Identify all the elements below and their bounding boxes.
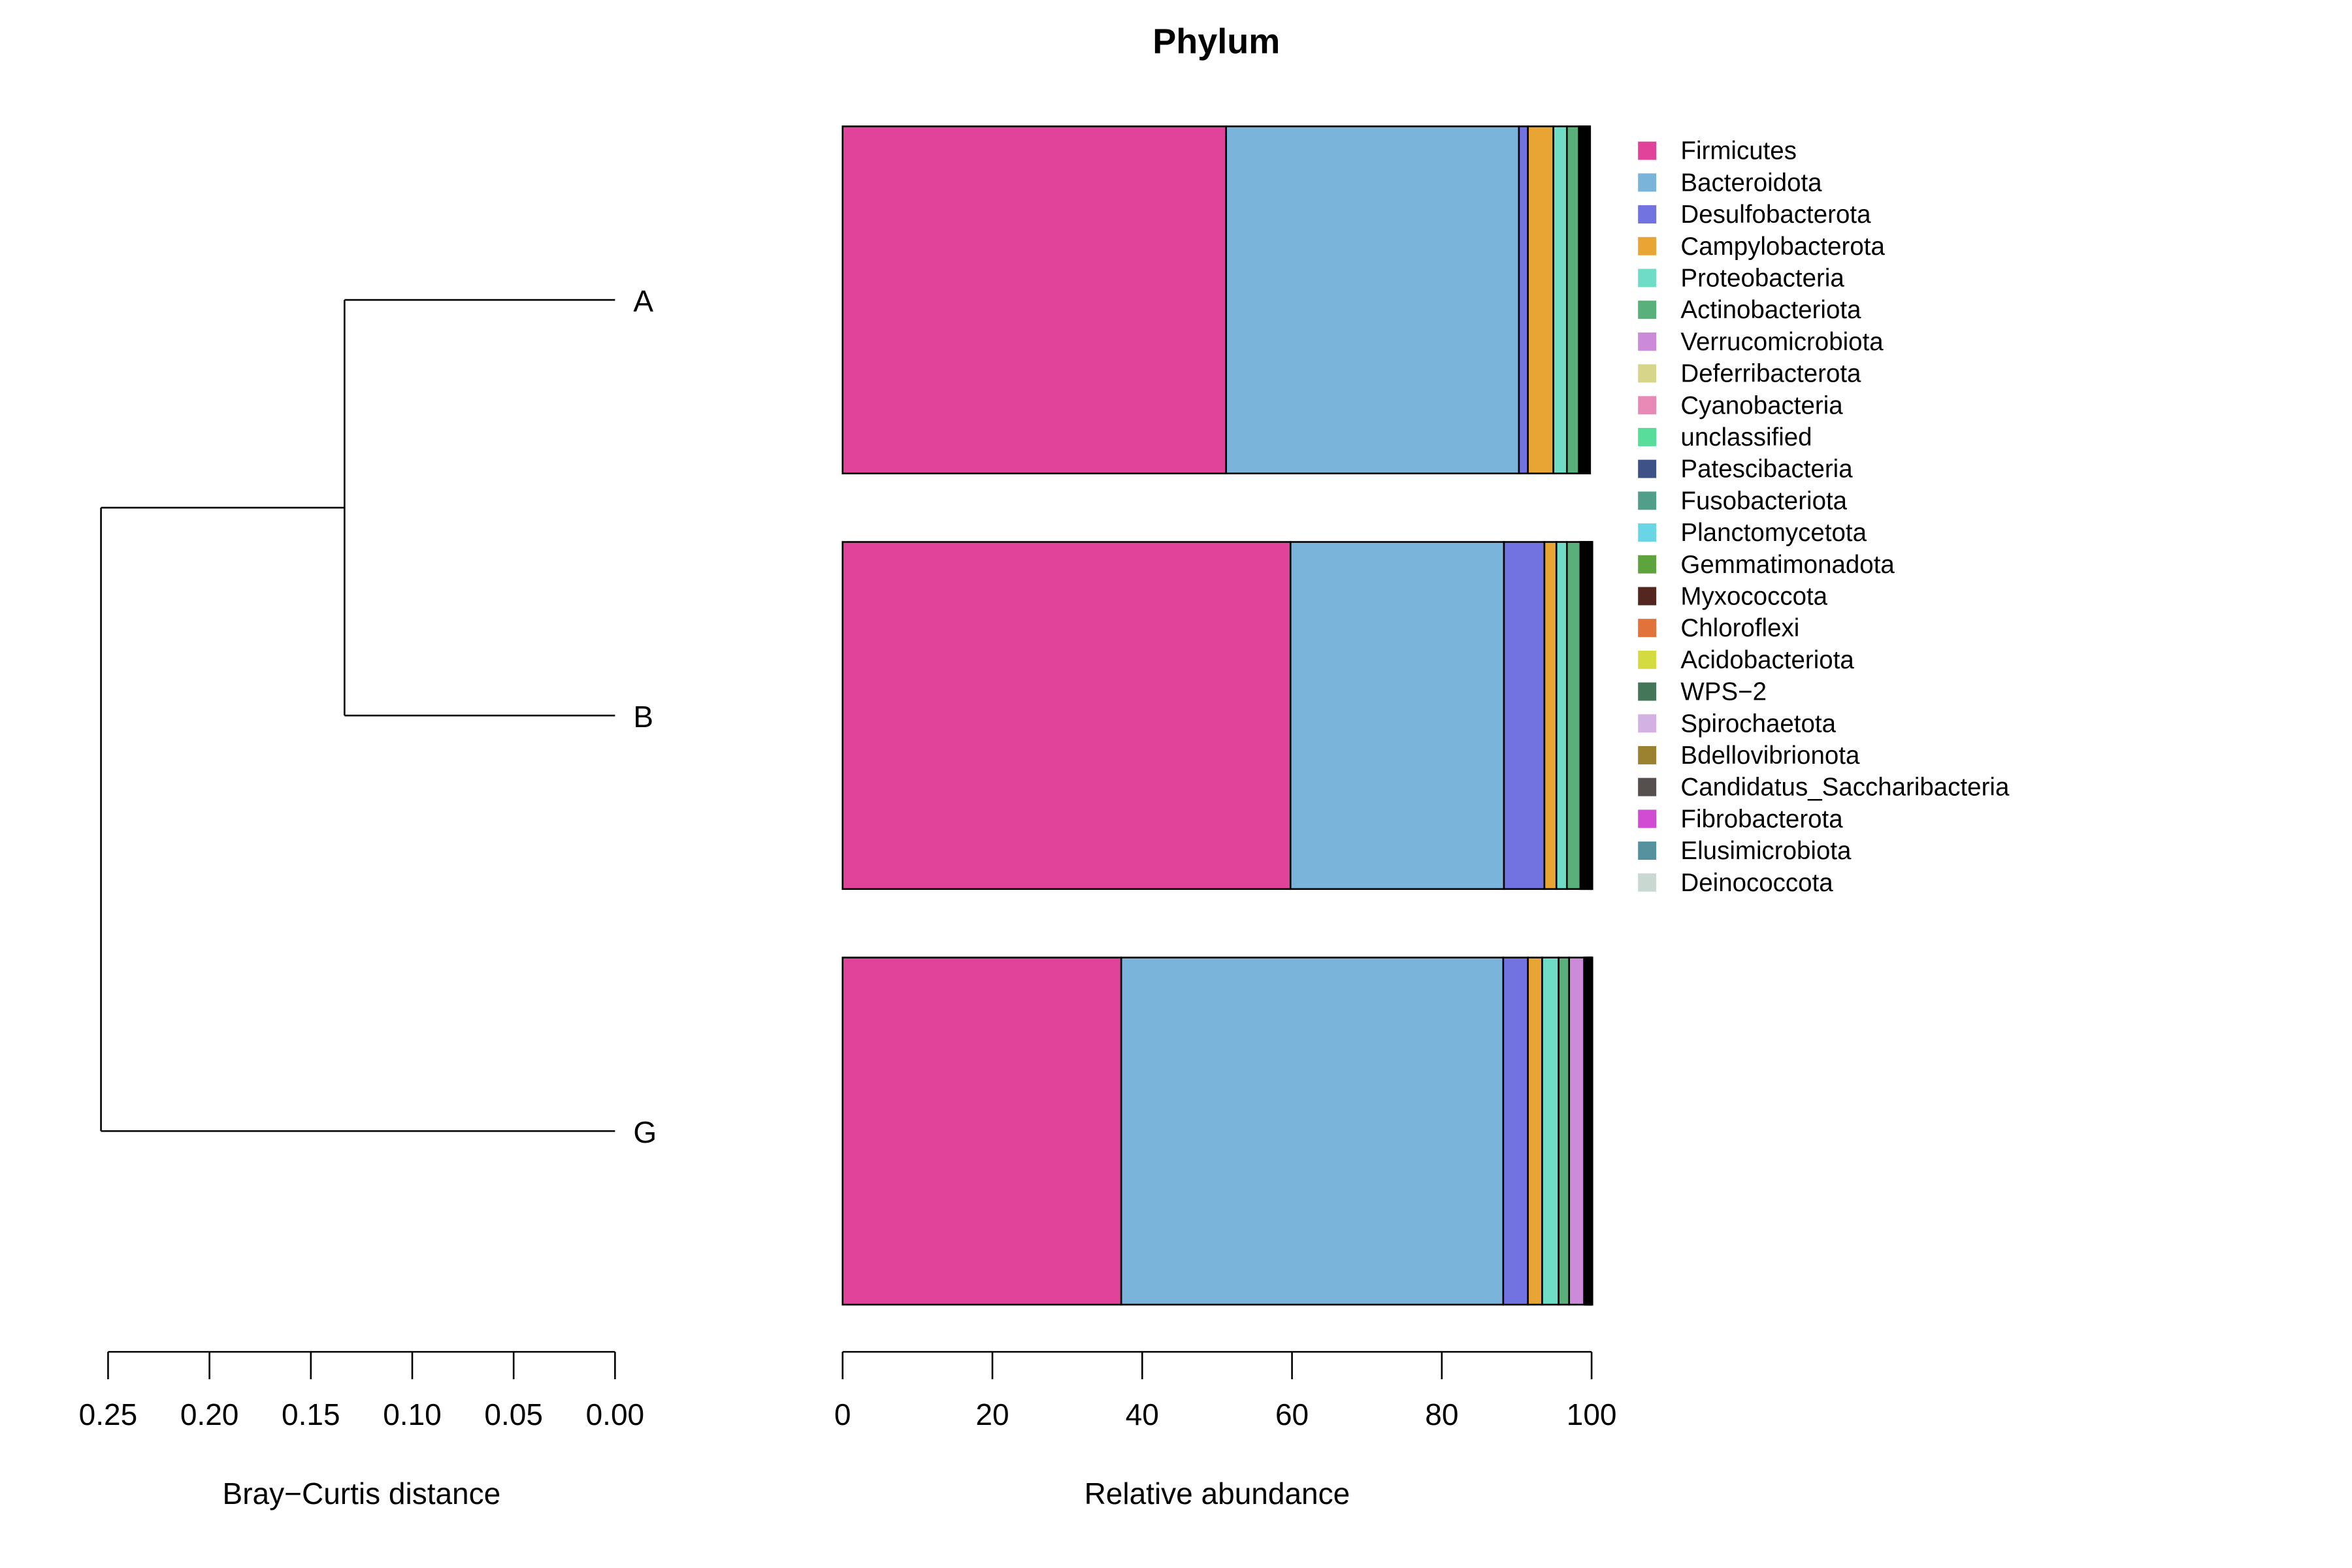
legend-label: Planctomycetota bbox=[1680, 519, 1867, 547]
legend-label: Elusimicrobiota bbox=[1680, 837, 1852, 865]
legend-swatch-desulfobacterota bbox=[1638, 205, 1657, 224]
legend-label: Myxococcota bbox=[1680, 582, 1827, 610]
bar-segment-A-firmicutes bbox=[841, 125, 1227, 474]
x-tick-label: 100 bbox=[1567, 1397, 1617, 1431]
legend-swatch-elusimicrobiota bbox=[1638, 841, 1657, 860]
sample-label-g: G bbox=[633, 1115, 657, 1149]
dendrogram-tick-label: 0.00 bbox=[586, 1397, 645, 1431]
dendrogram-tick-label: 0.10 bbox=[383, 1397, 442, 1431]
x-tick-label: 60 bbox=[1275, 1397, 1309, 1431]
legend-label: Campylobacterota bbox=[1680, 233, 1885, 261]
bar-segment-A-proteobacteria bbox=[1552, 125, 1568, 474]
legend-swatch-candidatus-saccharibacteria bbox=[1638, 777, 1657, 796]
legend-label: Spirochaetota bbox=[1680, 710, 1836, 738]
legend-label: Candidatus_Saccharibacteria bbox=[1680, 774, 2010, 802]
legend-label: Deinococcota bbox=[1680, 869, 1833, 897]
x-tick-label: 0 bbox=[834, 1397, 851, 1431]
legend-swatch-chloroflexi bbox=[1638, 619, 1657, 638]
bar-segment-G-verrucomicrobiota bbox=[1568, 956, 1585, 1306]
bar-segment-B-firmicutes bbox=[841, 541, 1292, 890]
chart-title: Phylum bbox=[1152, 22, 1280, 61]
legend-swatch-bdellovibrionota bbox=[1638, 745, 1657, 764]
legend-label: Verrucomicrobiota bbox=[1680, 328, 1884, 356]
legend-swatch-planctomycetota bbox=[1638, 523, 1657, 542]
x-tick-label: 40 bbox=[1126, 1397, 1159, 1431]
legend-swatch-fibrobacterota bbox=[1638, 809, 1657, 828]
legend-swatch-cyanobacteria bbox=[1638, 396, 1657, 415]
legend-label: Actinobacteriota bbox=[1680, 296, 1861, 324]
legend-label: Gemmatimonadota bbox=[1680, 551, 1895, 579]
legend-swatch-firmicutes bbox=[1638, 141, 1657, 160]
legend-swatch-bacteroidota bbox=[1638, 173, 1657, 192]
dendrogram-axis-title: Bray−Curtis distance bbox=[223, 1477, 501, 1511]
legend-label: Fusobacteriota bbox=[1680, 487, 1847, 515]
legend-swatch-proteobacteria bbox=[1638, 269, 1657, 287]
legend-label: Deferribacterota bbox=[1680, 360, 1861, 388]
legend-swatch-fusobacteriota bbox=[1638, 491, 1657, 510]
legend-label: Cyanobacteria bbox=[1680, 391, 1843, 419]
legend-label: WPS−2 bbox=[1680, 678, 1767, 706]
bar-segment-B-bacteroidota bbox=[1289, 541, 1505, 890]
bar-segment-B-proteobacteria bbox=[1555, 541, 1568, 890]
bar-segment-A-desulfobacterota bbox=[1518, 125, 1529, 474]
sample-label-a: A bbox=[633, 284, 653, 318]
bar-segment-G-campylobacterota bbox=[1527, 956, 1543, 1306]
bar-segment-B-actinobacteriota bbox=[1565, 541, 1582, 890]
dendrogram-tick-label: 0.15 bbox=[282, 1397, 340, 1431]
dendrogram-tick-label: 0.05 bbox=[484, 1397, 543, 1431]
dendrogram-tick-label: 0.20 bbox=[180, 1397, 239, 1431]
legend-swatch-verrucomicrobiota bbox=[1638, 332, 1657, 351]
legend-label: Firmicutes bbox=[1680, 137, 1797, 165]
legend-swatch-actinobacteriota bbox=[1638, 301, 1657, 319]
legend-label: unclassified bbox=[1680, 423, 1812, 451]
bar-segment-B-campylobacterota bbox=[1543, 541, 1558, 890]
bar-segment-G-proteobacteria bbox=[1541, 956, 1560, 1306]
legend-swatch-acidobacteriota bbox=[1638, 650, 1657, 669]
legend-label: Acidobacteriota bbox=[1680, 646, 1854, 674]
legend-swatch-myxococcota bbox=[1638, 587, 1657, 606]
bar-segment-A-bacteroidota bbox=[1225, 125, 1520, 474]
bar-segment-G-bacteroidota bbox=[1120, 956, 1505, 1306]
legend-swatch-spirochaetota bbox=[1638, 714, 1657, 733]
sample-label-b: B bbox=[633, 700, 653, 734]
bar-segment-B-desulfobacterota bbox=[1503, 541, 1546, 890]
legend-label: Chloroflexi bbox=[1680, 614, 1799, 642]
bar-segment-A-actinobacteriota bbox=[1565, 125, 1580, 474]
legend-label: Patescibacteria bbox=[1680, 455, 1853, 483]
legend-label: Fibrobacterota bbox=[1680, 805, 1843, 833]
bar-segment-G-firmicutes bbox=[841, 956, 1122, 1306]
legend-label: Proteobacteria bbox=[1680, 264, 1844, 292]
bar-segment-G-deinococcota bbox=[1591, 956, 1593, 1306]
x-tick-label: 80 bbox=[1425, 1397, 1458, 1431]
legend-swatch-deferribacterota bbox=[1638, 364, 1657, 383]
bar-segment-B-deinococcota bbox=[1591, 541, 1593, 890]
legend-swatch-gemmatimonadota bbox=[1638, 555, 1657, 574]
legend-label: Desulfobacterota bbox=[1680, 201, 1871, 229]
dendrogram-tick-label: 0.25 bbox=[79, 1397, 138, 1431]
legend-swatch-patescibacteria bbox=[1638, 459, 1657, 478]
legend-swatch-unclassified bbox=[1638, 427, 1657, 446]
legend-label: Bacteroidota bbox=[1680, 169, 1822, 197]
legend-swatch-campylobacterota bbox=[1638, 237, 1657, 255]
x-axis-title: Relative abundance bbox=[1085, 1477, 1350, 1511]
bar-segment-A-campylobacterota bbox=[1527, 125, 1554, 474]
legend-label: Bdellovibrionota bbox=[1680, 742, 1860, 770]
legend-swatch-deinococcota bbox=[1638, 873, 1657, 892]
legend-swatch-wps-2 bbox=[1638, 682, 1657, 701]
x-tick-label: 20 bbox=[975, 1397, 1009, 1431]
bar-segment-G-desulfobacterota bbox=[1502, 956, 1529, 1306]
bar-segment-G-actinobacteriota bbox=[1558, 956, 1571, 1306]
